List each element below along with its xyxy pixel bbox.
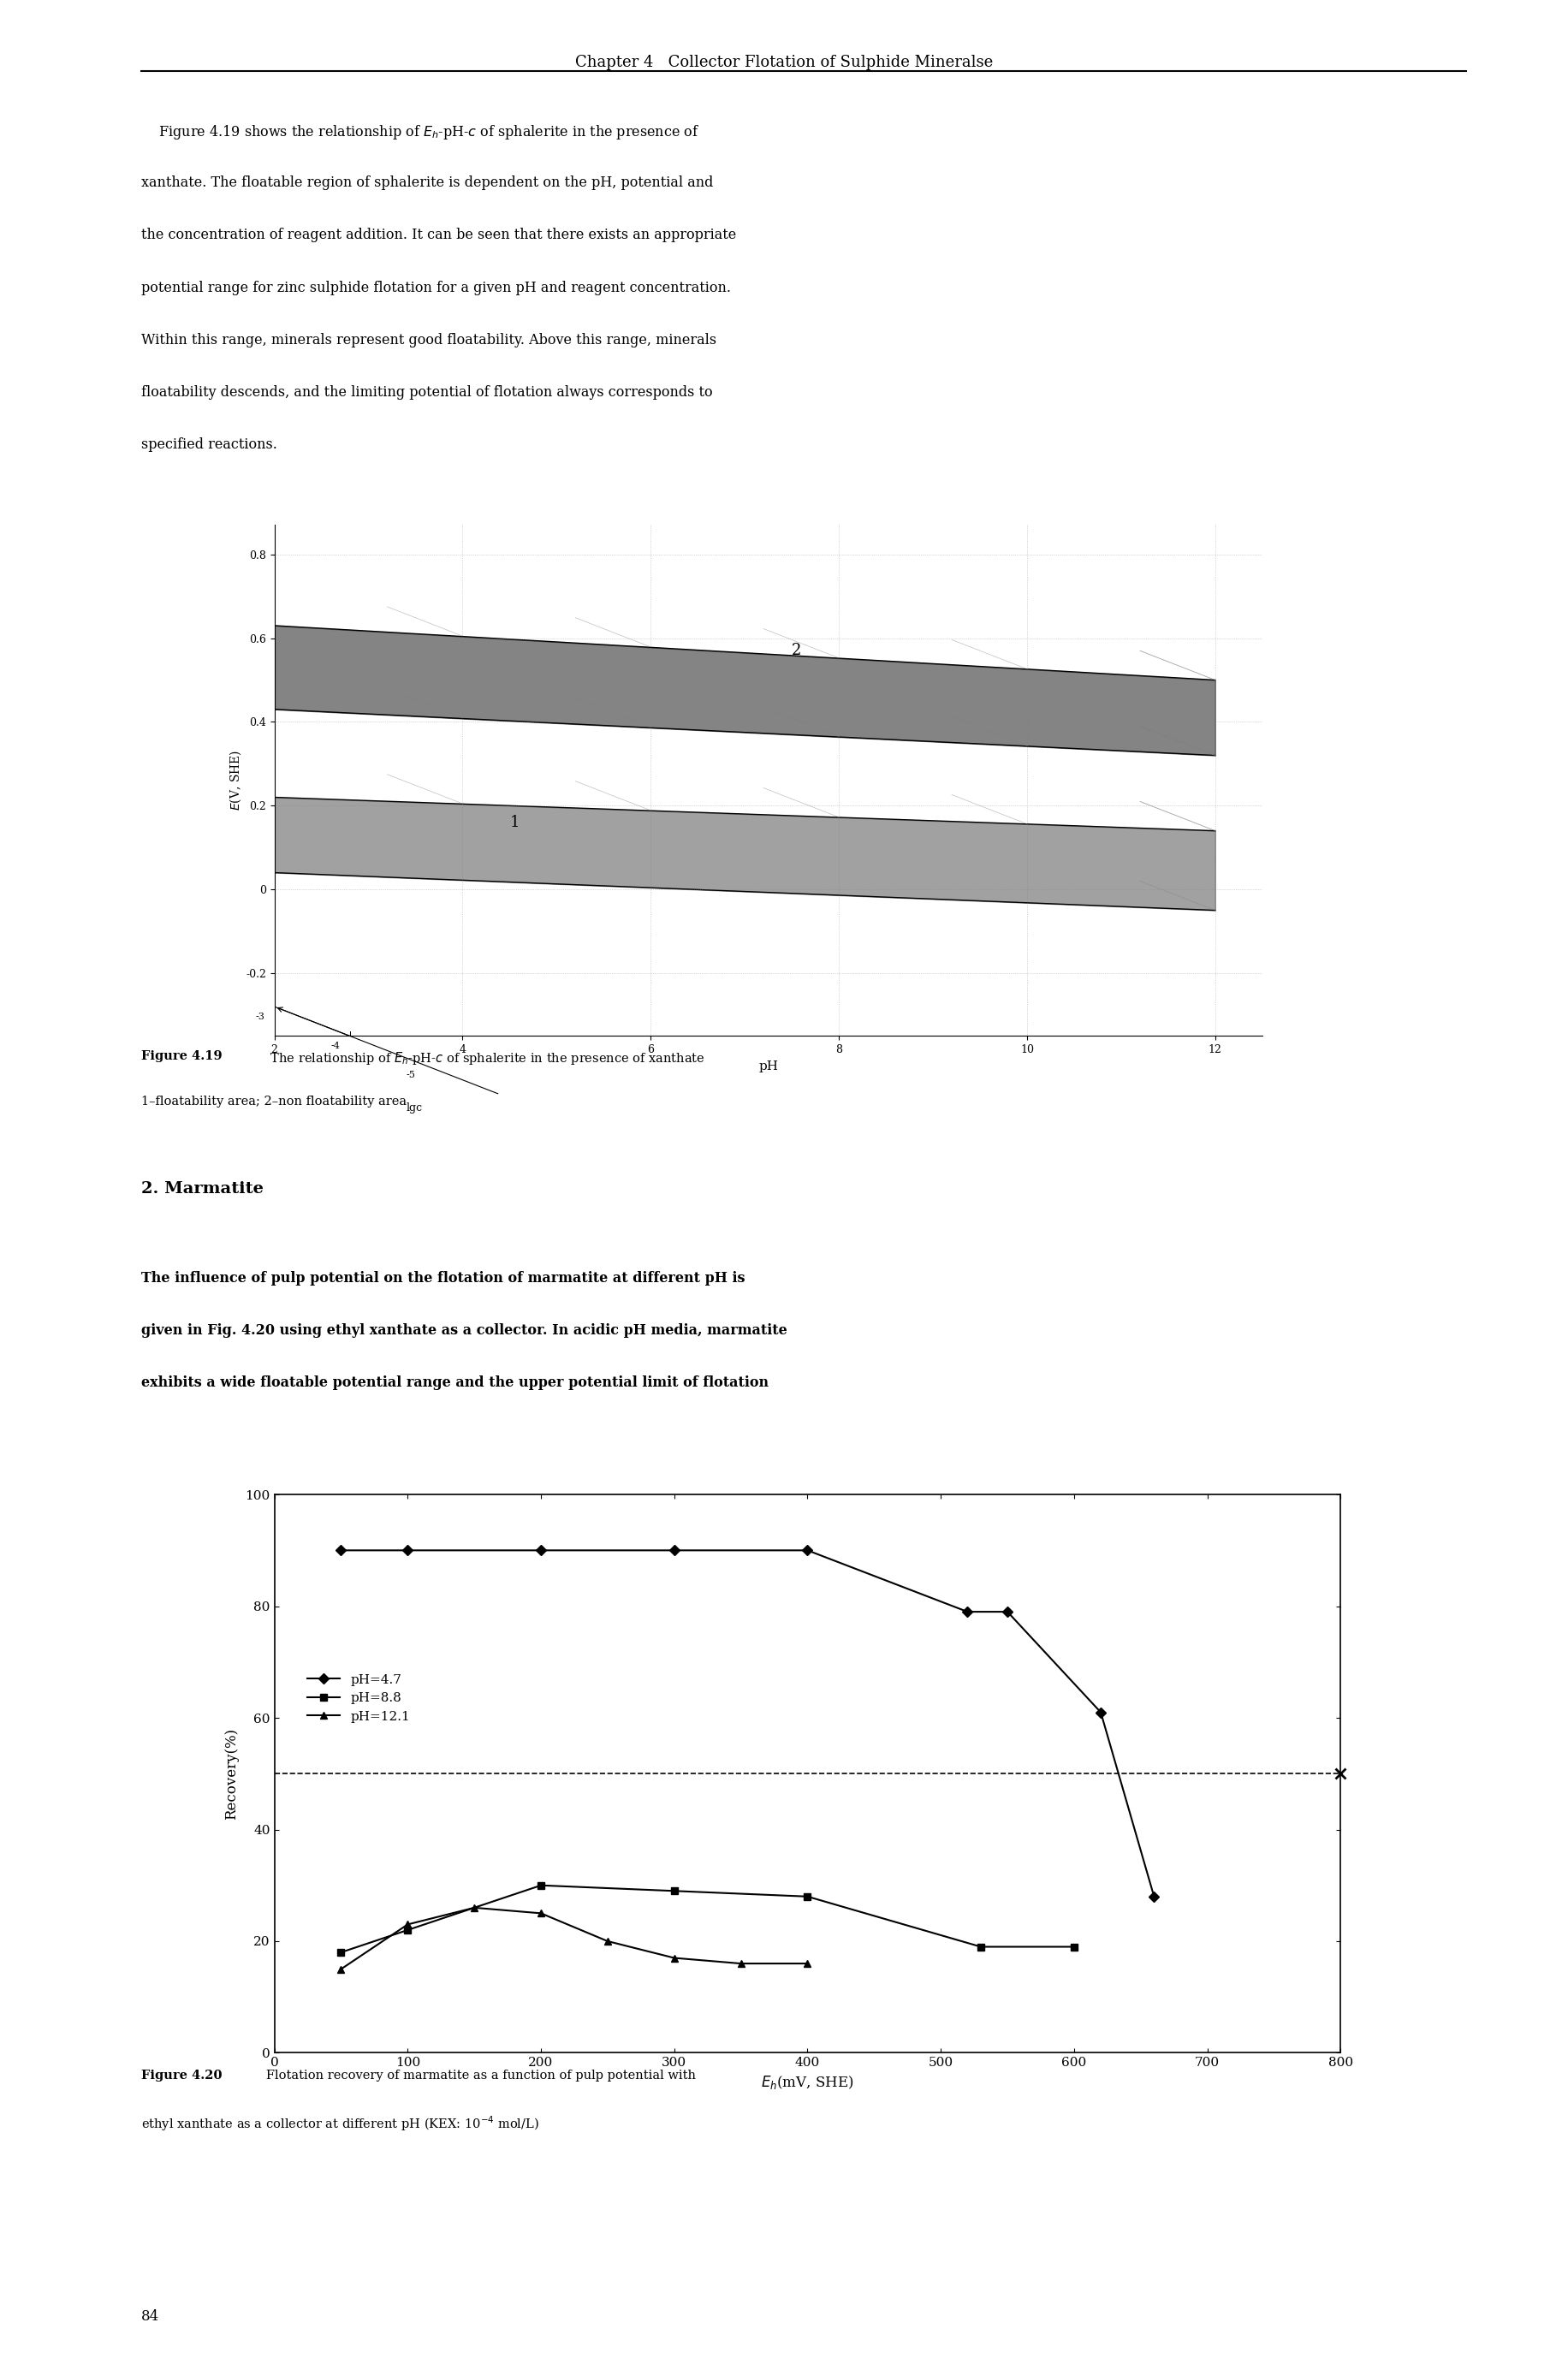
Text: 2. Marmatite: 2. Marmatite — [141, 1181, 263, 1195]
Y-axis label: Recovery(%): Recovery(%) — [224, 1727, 240, 1820]
Text: the concentration of reagent addition. It can be seen that there exists an appro: the concentration of reagent addition. I… — [141, 228, 737, 242]
Text: The relationship of $E_h$-pH-$c$ of sphalerite in the presence of xanthate: The relationship of $E_h$-pH-$c$ of spha… — [254, 1050, 706, 1067]
Text: -3: -3 — [256, 1012, 265, 1022]
pH=12.1 — [398, 1910, 417, 1939]
pH=4.7 — [398, 1537, 417, 1566]
pH=12.1 — [464, 1894, 483, 1922]
Text: 84: 84 — [141, 2309, 160, 2324]
pH=8.8 — [398, 1915, 417, 1944]
Text: -5: -5 — [406, 1072, 416, 1079]
pH=12.1 — [532, 1898, 550, 1927]
pH=4.7 — [1091, 1699, 1110, 1727]
pH=8.8 — [798, 1882, 817, 1910]
pH=8.8 — [1065, 1932, 1083, 1960]
Text: ethyl xanthate as a collector at different pH (KEX: 10$^{-4}$ mol/L): ethyl xanthate as a collector at differe… — [141, 2115, 539, 2134]
pH=4.7 — [331, 1537, 350, 1566]
pH=12.1 — [665, 1944, 684, 1972]
Text: Figure 4.19: Figure 4.19 — [141, 1050, 223, 1062]
Text: Figure 4.20: Figure 4.20 — [141, 2069, 223, 2081]
Text: exhibits a wide floatable potential range and the upper potential limit of flota: exhibits a wide floatable potential rang… — [141, 1376, 768, 1390]
pH=4.7 — [532, 1537, 550, 1566]
pH=4.7 — [665, 1537, 684, 1566]
Text: given in Fig. 4.20 using ethyl xanthate as a collector. In acidic pH media, marm: given in Fig. 4.20 using ethyl xanthate … — [141, 1323, 787, 1338]
Text: Flotation recovery of marmatite as a function of pulp potential with: Flotation recovery of marmatite as a fun… — [254, 2069, 696, 2081]
pH=8.8 — [331, 1939, 350, 1967]
Line: pH=4.7: pH=4.7 — [337, 1547, 1157, 1901]
pH=12.1 — [731, 1948, 750, 1977]
Y-axis label: $E$(V, SHE): $E$(V, SHE) — [229, 751, 243, 810]
pH=4.7 — [958, 1597, 977, 1625]
pH=8.8 — [971, 1932, 991, 1960]
Text: floatability descends, and the limiting potential of flotation always correspond: floatability descends, and the limiting … — [141, 385, 712, 399]
Line: pH=8.8: pH=8.8 — [337, 1882, 1077, 1955]
Text: -4: -4 — [331, 1041, 340, 1050]
Text: Chapter 4   Collector Flotation of Sulphide Mineralse: Chapter 4 Collector Flotation of Sulphid… — [575, 55, 993, 69]
pH=4.7 — [1145, 1882, 1163, 1910]
Text: specified reactions.: specified reactions. — [141, 437, 278, 451]
pH=8.8 — [532, 1872, 550, 1901]
Text: The influence of pulp potential on the flotation of marmatite at different pH is: The influence of pulp potential on the f… — [141, 1271, 745, 1285]
X-axis label: pH: pH — [759, 1060, 778, 1072]
Text: potential range for zinc sulphide flotation for a given pH and reagent concentra: potential range for zinc sulphide flotat… — [141, 280, 731, 295]
Text: Within this range, minerals represent good floatability. Above this range, miner: Within this range, minerals represent go… — [141, 333, 717, 347]
Text: lgc: lgc — [406, 1102, 422, 1114]
pH=4.7 — [997, 1597, 1016, 1625]
Text: xanthate. The floatable region of sphalerite is dependent on the pH, potential a: xanthate. The floatable region of sphale… — [141, 176, 713, 190]
pH=12.1 — [798, 1948, 817, 1977]
pH=4.7 — [798, 1537, 817, 1566]
X-axis label: $E_h$(mV, SHE): $E_h$(mV, SHE) — [760, 2074, 855, 2091]
Text: Figure 4.19 shows the relationship of $E_h$-pH-$c$ of sphalerite in the presence: Figure 4.19 shows the relationship of $E… — [141, 124, 699, 143]
pH=12.1 — [597, 1927, 616, 1955]
Line: pH=12.1: pH=12.1 — [337, 1903, 811, 1972]
Text: 1–floatability area; 2–non floatability area: 1–floatability area; 2–non floatability … — [141, 1095, 406, 1107]
pH=8.8 — [665, 1877, 684, 1906]
Legend: pH=4.7, pH=8.8, pH=12.1: pH=4.7, pH=8.8, pH=12.1 — [303, 1668, 416, 1727]
pH=12.1 — [331, 1955, 350, 1984]
Text: 1: 1 — [510, 815, 519, 829]
Text: 2: 2 — [792, 644, 801, 658]
